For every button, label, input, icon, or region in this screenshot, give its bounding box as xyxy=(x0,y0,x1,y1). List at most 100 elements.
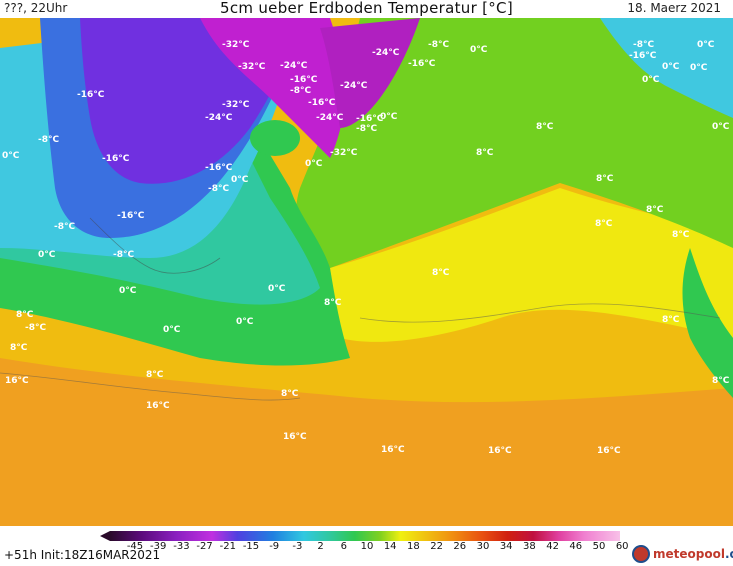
isotherm-label: -16°C xyxy=(117,211,145,221)
isotherm-label: 8°C xyxy=(646,205,664,215)
colorbar-tick-label: 2 xyxy=(317,541,324,552)
colorbar-tick-label: -15 xyxy=(242,541,260,552)
isotherm-label: 8°C xyxy=(10,343,28,353)
colorbar-tick-label: 18 xyxy=(407,541,420,552)
forecast-time-label: ???, 22Uhr xyxy=(4,1,68,15)
isotherm-label: -16°C xyxy=(77,90,105,100)
isotherm-label: 8°C xyxy=(595,219,613,229)
isotherm-label: -8°C xyxy=(25,323,47,333)
isotherm-label: 8°C xyxy=(324,298,342,308)
isotherm-label: 0°C xyxy=(38,250,56,260)
colorbar-tick-label: 46 xyxy=(569,541,583,552)
colorbar-tick-label: 34 xyxy=(499,541,513,552)
isotherm-label: 8°C xyxy=(596,174,614,184)
isotherm-label: 0°C xyxy=(662,62,680,72)
isotherm-label: 16°C xyxy=(5,376,29,386)
isotherm-label: 8°C xyxy=(712,376,730,386)
colorbar-tick-label: 10 xyxy=(360,541,374,552)
run-info-label: +51h Init:18Z16MAR2021 xyxy=(4,548,161,562)
isotherm-label: -16°C xyxy=(308,98,336,108)
isotherm-label: -8°C xyxy=(633,40,655,50)
isotherm-label: -16°C xyxy=(408,59,436,69)
isotherm-label: -32°C xyxy=(330,148,358,158)
isotherm-label: -8°C xyxy=(208,184,230,194)
isotherm-label: -24°C xyxy=(316,113,344,123)
colorbar-tick-label: 60 xyxy=(615,541,629,552)
colorbar-tick-label: 38 xyxy=(523,541,536,552)
meteopool-logo[interactable]: meteopool.org xyxy=(632,544,733,564)
colorbar-tick-label: 50 xyxy=(592,541,606,552)
isotherm-label: 0°C xyxy=(163,325,181,335)
isotherm-label: 0°C xyxy=(712,122,730,132)
isotherm-label: -32°C xyxy=(238,62,266,72)
colorbar-tick-label: -27 xyxy=(196,541,213,552)
colorbar-tick-label: 6 xyxy=(340,541,347,552)
colorbar xyxy=(110,531,620,541)
map-header: ???, 22Uhr 5cm ueber Erdboden Temperatur… xyxy=(0,0,733,18)
logo-text: meteopool.org xyxy=(653,547,733,561)
isotherm-label: 0°C xyxy=(305,159,323,169)
isotherm-label: 0°C xyxy=(119,286,137,296)
isotherm-label: 0°C xyxy=(642,75,660,85)
temperature-map[interactable]: -32°C -32°C -24°C -16°C -8°C -24°C -8°C -16°C 0°… xyxy=(0,18,733,526)
isotherm-label: 0°C xyxy=(236,317,254,327)
isotherm-label: 0°C xyxy=(380,112,398,122)
map-title: 5cm ueber Erdboden Temperatur [°C] xyxy=(220,0,513,17)
colorbar-tick-label: -9 xyxy=(269,541,280,552)
isotherm-label: -16°C xyxy=(290,75,318,85)
isotherm-label: 8°C xyxy=(281,389,299,399)
colorbar-tick-label: 30 xyxy=(476,541,490,552)
isotherm-label: 0°C xyxy=(2,151,20,161)
isotherm-label: 16°C xyxy=(283,432,307,442)
colorbar-tick-label: -33 xyxy=(173,541,190,552)
isotherm-label: 0°C xyxy=(470,45,488,55)
isotherm-label: -16°C xyxy=(629,51,657,61)
isotherm-label: -32°C xyxy=(222,40,250,50)
colorbar-tick-label: -21 xyxy=(219,541,236,552)
colorbar-lower-arrow xyxy=(100,531,110,541)
isotherm-label: -8°C xyxy=(38,135,60,145)
colorbar-tick-label: 14 xyxy=(383,541,397,552)
isotherm-label: 8°C xyxy=(146,370,164,380)
colorbar-tick-label: -45 xyxy=(126,541,144,552)
colorbar-tick-label: 26 xyxy=(453,541,467,552)
isotherm-label: 8°C xyxy=(16,310,34,320)
isotherm-label: 0°C xyxy=(268,284,286,294)
isotherm-label: 8°C xyxy=(536,122,554,132)
temperature-field xyxy=(0,18,733,526)
valid-date-label: 18. Maerz 2021 xyxy=(627,1,721,15)
isotherm-label: -16°C xyxy=(356,114,384,124)
isotherm-label: 8°C xyxy=(672,230,690,240)
isotherm-label: 8°C xyxy=(662,315,680,325)
isotherm-label: -24°C xyxy=(205,113,233,123)
map-footer: -45 -39 -33 -27 -21 -15 -9 -3 2 6 10 14 18 22 26 30 34 38… xyxy=(0,526,733,566)
logo-main: meteopool xyxy=(653,547,725,561)
isotherm-label: -24°C xyxy=(372,48,400,58)
isotherm-label: 16°C xyxy=(597,446,621,456)
isotherm-label: -32°C xyxy=(222,100,250,110)
colorbar-tick-label: -39 xyxy=(150,541,167,552)
colorbar-tick-label: -3 xyxy=(292,541,303,552)
isotherm-label: -8°C xyxy=(54,222,76,232)
isotherm-label: 8°C xyxy=(432,268,450,278)
isotherm-label: -16°C xyxy=(205,163,233,173)
logo-icon xyxy=(632,545,650,563)
isotherm-label: -16°C xyxy=(102,154,130,164)
logo-suffix: .org xyxy=(724,547,733,561)
isotherm-label: 8°C xyxy=(476,148,494,158)
colorbar-tick-label: 22 xyxy=(430,541,443,552)
colorbar-ticks: -45 -39 -33 -27 -21 -15 -9 -3 2 6 10 14 18 22 26 30 34 38… xyxy=(110,541,630,553)
colorbar-tick-label: 42 xyxy=(546,541,559,552)
isotherm-label: -8°C xyxy=(113,250,135,260)
isotherm-label: 0°C xyxy=(690,63,708,73)
isotherm-label: 16°C xyxy=(381,445,405,455)
isotherm-label: 0°C xyxy=(231,175,249,185)
isotherm-label: -8°C xyxy=(290,86,312,96)
isotherm-label: 16°C xyxy=(488,446,512,456)
isotherm-label: 0°C xyxy=(697,40,715,50)
isotherm-label: -24°C xyxy=(280,61,308,71)
isotherm-label: -8°C xyxy=(356,124,378,134)
isotherm-label: -8°C xyxy=(428,40,450,50)
isotherm-label: -24°C xyxy=(340,81,368,91)
isotherm-label: 16°C xyxy=(146,401,170,411)
